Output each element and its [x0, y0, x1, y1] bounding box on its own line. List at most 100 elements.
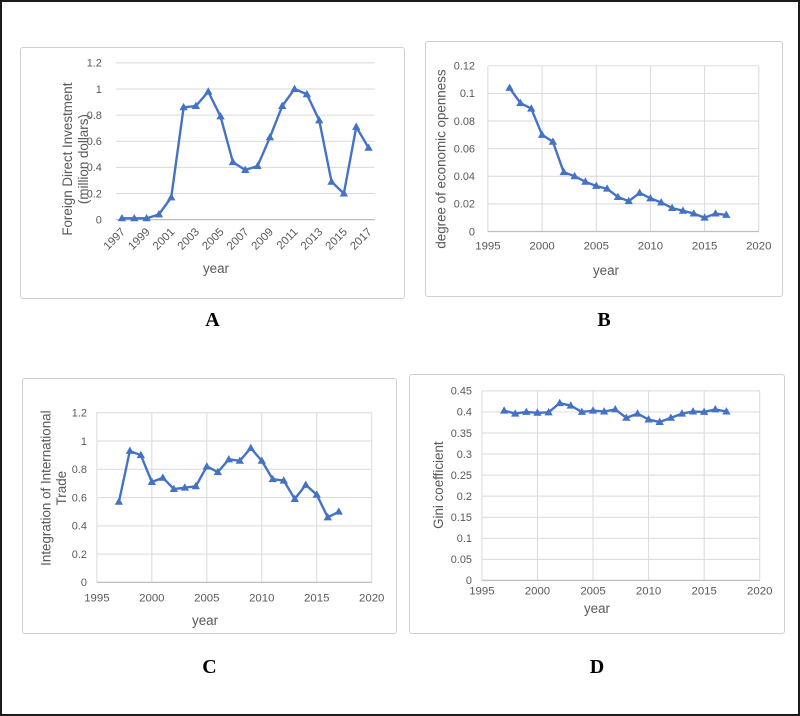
- x-tick-label: 2020: [746, 240, 771, 252]
- x-tick-label: 2010: [636, 585, 661, 597]
- data-point-marker: [191, 101, 201, 109]
- data-point-marker: [268, 474, 277, 483]
- y-tick-label: 0.1: [460, 88, 475, 100]
- data-point-marker: [622, 413, 631, 421]
- x-tick-label: 1995: [475, 240, 500, 252]
- x-axis-title: year: [203, 261, 230, 276]
- y-tick-label: 0.06: [454, 143, 475, 155]
- x-tick-label: 2005: [194, 592, 219, 604]
- data-point-marker: [577, 407, 587, 415]
- x-tick-label: 2013: [299, 226, 325, 252]
- data-point-marker: [533, 408, 542, 416]
- data-point-marker: [527, 104, 536, 112]
- data-point-marker: [537, 130, 547, 138]
- y-tick-label: 1: [81, 436, 87, 448]
- data-point-marker: [570, 171, 579, 180]
- y-tick-label: 0.02: [454, 199, 475, 211]
- caption-d: D: [589, 656, 605, 678]
- data-point-marker: [678, 206, 688, 214]
- x-tick-label: 2007: [225, 226, 251, 252]
- data-point-marker: [364, 143, 373, 151]
- data-point-marker: [228, 157, 238, 166]
- data-point-marker: [257, 456, 266, 464]
- data-point-marker: [154, 210, 164, 218]
- data-point-marker: [711, 405, 720, 413]
- data-point-marker: [544, 407, 553, 416]
- x-tick-label: 2001: [151, 226, 177, 252]
- data-point-marker: [722, 407, 731, 415]
- data-point-marker: [142, 213, 151, 222]
- x-tick-label: 2003: [176, 226, 202, 252]
- data-point-marker: [290, 84, 299, 92]
- chart-panel-b: 0 0.02 0.04 0.06 0.08 0.1 0.12 1995 2000 2005 2010…: [425, 41, 783, 297]
- y-tick-label: 0: [469, 226, 475, 238]
- data-point-marker: [711, 209, 720, 217]
- data-point-marker: [611, 405, 620, 413]
- y-tick-label: 1.2: [87, 58, 102, 70]
- y-axis-title: Trade: [54, 471, 69, 505]
- data-point-marker: [315, 115, 324, 124]
- data-point-marker: [666, 413, 675, 421]
- data-point-marker: [125, 446, 135, 454]
- x-tick-label: 2015: [691, 585, 716, 597]
- caption-c: C: [202, 656, 217, 678]
- data-point-marker: [327, 177, 336, 185]
- data-point-marker: [657, 198, 666, 206]
- y-tick-label: 0.1: [457, 533, 472, 545]
- y-tick-label: 0: [466, 575, 472, 587]
- data-point-marker: [635, 188, 644, 196]
- data-point-marker: [688, 407, 698, 415]
- data-point-marker: [559, 167, 568, 176]
- data-point-marker: [592, 181, 601, 189]
- y-tick-label: 0: [81, 577, 87, 589]
- data-point-marker: [312, 490, 321, 498]
- x-axis-title: year: [584, 601, 611, 616]
- y-tick-label: 0.2: [72, 549, 87, 561]
- y-axis-title: Integration of International: [38, 410, 53, 565]
- y-tick-label: 0.6: [72, 492, 87, 504]
- data-point-marker: [655, 417, 664, 426]
- x-tick-label: 1995: [469, 585, 494, 597]
- economic-openness-line-chart: 0 0.02 0.04 0.06 0.08 0.1 0.12 1995 2000 2005 2010…: [433, 61, 771, 279]
- x-tick-label: 2000: [525, 585, 550, 597]
- y-tick-label: 0: [96, 214, 102, 226]
- trade-integration-line-chart: 0 0.2 0.4 0.6 0.8 1 1.2 1995 2000 2005 2010 2015 202…: [38, 408, 384, 629]
- x-tick-label: 1995: [84, 592, 109, 604]
- data-point-marker: [599, 407, 609, 415]
- x-tick-label: 2005: [584, 240, 609, 252]
- data-point-marker: [213, 467, 222, 476]
- chart-panel-d: 0 0.05 0.1 0.15 0.2 0.25 0.3 0.35 0.4 0.45 1995 200…: [409, 374, 785, 634]
- data-point-marker: [147, 477, 157, 485]
- x-axis-title: year: [192, 613, 219, 628]
- x-tick-label: 2017: [348, 226, 374, 252]
- y-tick-label: 0.12: [454, 61, 475, 73]
- y-tick-label: 0.8: [87, 110, 102, 122]
- x-tick-label: 2005: [200, 226, 226, 252]
- data-point-marker: [352, 122, 361, 130]
- data-point-marker: [722, 210, 731, 218]
- x-tick-label: 1999: [126, 226, 152, 252]
- y-tick-label: 0.35: [451, 428, 472, 440]
- data-point-marker: [158, 473, 168, 481]
- data-point-marker: [516, 98, 525, 107]
- y-axis-title: (million dollars): [76, 114, 91, 204]
- x-tick-label: 2020: [359, 592, 384, 604]
- data-point-marker: [191, 481, 200, 490]
- data-point-marker: [646, 194, 655, 202]
- data-point-marker: [167, 193, 176, 201]
- x-tick-label: 2015: [324, 226, 350, 252]
- x-tick-label: 2020: [747, 585, 772, 597]
- data-point-marker: [566, 401, 575, 409]
- data-point-marker: [301, 480, 310, 488]
- y-tick-label: 0.05: [451, 554, 472, 566]
- y-tick-label: 1: [96, 84, 102, 96]
- x-tick-label: 2011: [275, 226, 301, 252]
- chart-panel-c: 0 0.2 0.4 0.6 0.8 1 1.2 1995 2000 2005 2010 2015 202…: [22, 378, 397, 634]
- x-tick-label: 2000: [139, 592, 164, 604]
- data-point-marker: [114, 497, 124, 505]
- fdi-line-chart: 00.20.40.60.811.219971999200120032005200…: [60, 58, 375, 276]
- data-point-marker: [302, 89, 312, 98]
- y-tick-label: 0.6: [87, 136, 102, 148]
- y-tick-label: 0.8: [72, 464, 87, 476]
